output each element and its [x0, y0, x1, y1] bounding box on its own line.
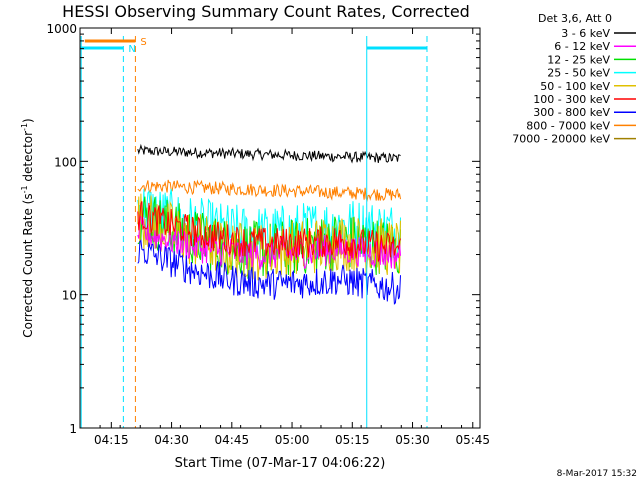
y-axis-label: Corrected Count Rate (s-1 detector-1)	[20, 118, 35, 337]
legend-entry-label: 50 - 100 keV	[540, 80, 610, 93]
x-tick-label: 04:45	[215, 433, 250, 447]
y-tick-label: 10	[62, 289, 77, 303]
footer-timestamp: 8-Mar-2017 15:32	[557, 469, 637, 479]
plot-frame	[79, 27, 481, 429]
flag-label-N: N	[128, 44, 135, 55]
legend-entry-label: 3 - 6 keV	[561, 27, 610, 40]
series-line-6	[137, 201, 401, 262]
legend-header: Det 3,6, Att 0	[538, 12, 612, 25]
y-tick-label: 100	[54, 155, 77, 169]
series-line-1	[137, 179, 401, 202]
x-tick-label: 05:15	[335, 433, 370, 447]
x-tick-label: 05:45	[455, 433, 490, 447]
legend-entry-label: 100 - 300 keV	[533, 93, 610, 106]
y-tick-label: 1	[69, 422, 77, 436]
x-tick-label: 04:30	[154, 433, 189, 447]
x-tick-label: 05:00	[275, 433, 310, 447]
x-axis-label: Start Time (07-Mar-17 04:06:22)	[175, 456, 386, 471]
flag-label-S: S	[140, 37, 146, 48]
y-tick-label: 1000	[46, 22, 77, 36]
legend-entry-label: 25 - 50 keV	[547, 67, 610, 80]
legend-entry-label: 6 - 12 keV	[554, 40, 610, 53]
legend-entry-label: 12 - 25 keV	[547, 53, 610, 66]
legend-entry-label: 7000 - 20000 keV	[512, 133, 610, 146]
series-line-0	[137, 143, 401, 164]
legend-entry-label: 800 - 7000 keV	[526, 119, 610, 132]
chart-title: HESSI Observing Summary Count Rates, Cor…	[62, 2, 470, 21]
legend-entry-label: 300 - 800 keV	[533, 106, 610, 119]
x-tick-label: 04:15	[94, 433, 129, 447]
series-line-7	[137, 239, 401, 305]
x-tick-label: 05:30	[395, 433, 430, 447]
